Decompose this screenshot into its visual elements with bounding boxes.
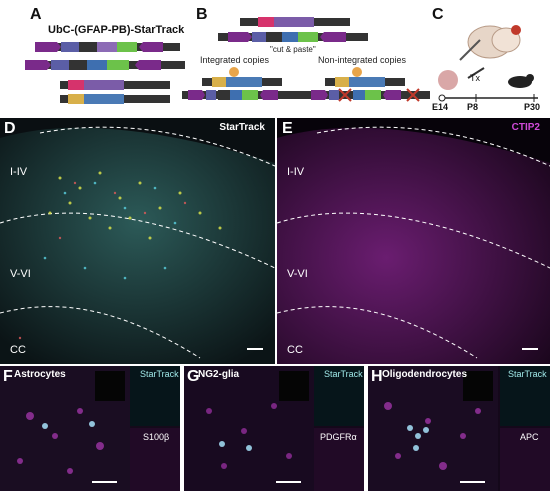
micrograph-h: Oligodendrocytes StarTrack APC [368, 366, 550, 491]
g-sub2: PDGFRα [320, 432, 357, 442]
panel-label-f: F [3, 368, 13, 385]
panel-a-title: UbC-(GFAP-PB)-StarTrack [48, 24, 185, 36]
micrograph-f: Astrocytes StarTrack S100β [0, 366, 180, 491]
panel-label-h: H [371, 368, 383, 385]
construct-b-mid [218, 30, 368, 42]
f-sub2: S100β [143, 432, 170, 442]
integrated-diagram [182, 66, 307, 102]
cut-paste-label: "cut & paste" [270, 45, 316, 54]
e-layer-3: CC [287, 344, 303, 356]
tx-label: Tx [470, 73, 480, 83]
micrograph-h-svg [368, 366, 550, 491]
integrated-label: Integrated copies [200, 55, 270, 65]
f-sub1: StarTrack [140, 369, 179, 379]
timepoint-e14: E14 [432, 102, 449, 112]
micrograph-f-svg [0, 366, 180, 491]
g-title: NG2-glia [198, 369, 240, 380]
non-integrated-label: Non-integrated copies [318, 55, 407, 65]
f-scalebar [92, 481, 117, 483]
construct-a2-diagram [25, 60, 185, 70]
panel-c-illustration [430, 20, 545, 108]
d-layer-1: I-IV [10, 166, 28, 178]
timepoint-p30: P30 [524, 102, 541, 112]
g-scalebar [276, 481, 301, 483]
construct-b-top-diagram [240, 17, 350, 27]
panel-label-g: G [187, 368, 200, 385]
non-integrated-svg [305, 67, 430, 102]
h-sub1: StarTrack [508, 369, 547, 379]
integrated-svg [182, 67, 307, 100]
construct-a3 [60, 77, 170, 90]
g-sub1: StarTrack [324, 369, 363, 379]
h-scalebar [460, 481, 485, 483]
panel-label-c: C [432, 6, 444, 23]
construct-a2 [25, 58, 185, 70]
micrograph-d: StarTrack I-IV V-VI CC [0, 118, 275, 364]
d-layer-2: V-VI [10, 268, 31, 280]
panel-label-e: E [282, 120, 293, 137]
construct-a1-diagram [35, 42, 180, 52]
construct-a4-diagram [60, 94, 170, 104]
e-scalebar [522, 348, 538, 350]
timepoint-p8: P8 [467, 102, 479, 112]
construct-a1 [35, 40, 180, 52]
micrograph-g: NG2-glia StarTrack PDGFRα [184, 366, 364, 491]
micrograph-e: CTIP2 I-IV V-VI CC [277, 118, 550, 364]
e-layer-2: V-VI [287, 268, 308, 280]
micrograph-g-svg [184, 366, 364, 491]
non-integrated-diagram [305, 66, 430, 102]
f-title: Astrocytes [14, 369, 66, 380]
construct-b-mid-diagram [218, 32, 368, 42]
e-channel-label: CTIP2 [511, 122, 540, 133]
panel-c-svg [438, 25, 538, 102]
d-channel-label: StarTrack [219, 122, 265, 133]
panel-label-a: A [30, 6, 42, 23]
construct-a3-diagram [60, 80, 170, 90]
micrograph-d-svg [0, 126, 275, 364]
panel-label-b: B [196, 6, 208, 23]
e-layer-1: I-IV [287, 166, 305, 178]
h-title: Oligodendrocytes [382, 369, 468, 380]
micrograph-e-svg [277, 126, 550, 364]
d-scalebar [247, 348, 263, 350]
construct-b-top [240, 14, 350, 27]
construct-a4 [60, 91, 170, 104]
h-sub2: APC [520, 432, 539, 442]
d-layer-3: CC [10, 344, 26, 356]
panel-label-d: D [4, 120, 16, 137]
